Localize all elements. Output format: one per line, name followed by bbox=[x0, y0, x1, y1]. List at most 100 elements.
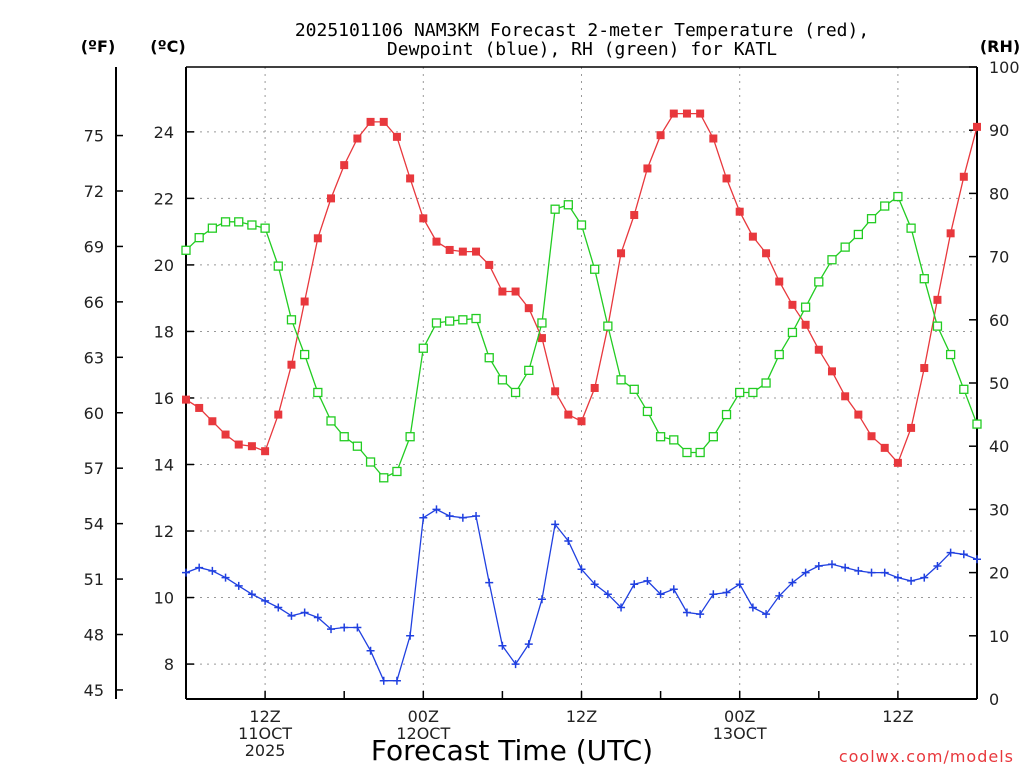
chart-title-line-1: 2025101106 NAM3KM Forecast 2-meter Tempe… bbox=[295, 20, 869, 41]
dewpoint-point-56 bbox=[920, 573, 929, 582]
dewpoint-point-51 bbox=[854, 566, 863, 575]
fahrenheit-tick-label-54: 54 bbox=[84, 515, 104, 534]
temperature-point-11 bbox=[327, 194, 336, 203]
temperature-point-24 bbox=[498, 287, 507, 296]
temperature-point-60 bbox=[973, 122, 981, 131]
x-axis-label: Forecast Time (UTC) bbox=[371, 734, 653, 767]
fahrenheit-tick-label-45: 45 bbox=[84, 681, 104, 700]
temperature-point-55 bbox=[907, 423, 916, 432]
temperature-point-33 bbox=[617, 249, 626, 258]
dewpoint-point-39 bbox=[696, 610, 705, 619]
rh-point-57 bbox=[932, 321, 943, 331]
dewpoint-point-0 bbox=[182, 568, 190, 577]
dewpoint-point-19 bbox=[432, 505, 441, 514]
temperature-point-36 bbox=[656, 131, 665, 140]
dewpoint-point-16 bbox=[392, 676, 401, 685]
fahrenheit-tick-label-60: 60 bbox=[84, 404, 104, 423]
temperature-point-27 bbox=[537, 334, 546, 343]
dewpoint-point-25 bbox=[511, 660, 520, 669]
rh-tick-label-0: 0 bbox=[989, 690, 999, 709]
rh-point-39 bbox=[695, 447, 705, 458]
rh-point-10 bbox=[313, 387, 323, 398]
temperature-point-48 bbox=[814, 345, 823, 354]
rh-tick-label-20: 20 bbox=[989, 564, 1009, 583]
dewpoint-point-23 bbox=[485, 578, 494, 587]
rh-point-41 bbox=[721, 409, 732, 420]
rh-tick-label-80: 80 bbox=[989, 184, 1009, 203]
dewpoint-point-5 bbox=[247, 590, 256, 599]
dewpoint-point-60 bbox=[973, 555, 981, 564]
plot-frame bbox=[115, 66, 978, 700]
rh-point-7 bbox=[273, 261, 283, 271]
temperature-point-41 bbox=[722, 174, 731, 183]
rh-point-5 bbox=[247, 220, 257, 230]
rh-tick-label-100: 100 bbox=[989, 58, 1020, 77]
temperature-point-18 bbox=[419, 214, 428, 223]
temperature-point-45 bbox=[775, 277, 784, 286]
rh-point-43 bbox=[748, 387, 758, 398]
rh-tick-label-10: 10 bbox=[989, 627, 1009, 646]
rh-tick-label-70: 70 bbox=[989, 248, 1009, 267]
rh-point-6 bbox=[260, 223, 270, 233]
axes: 8 10 12 14 16 18 20 22 24 45 48 51 54 57 60 63 66 69 72 75 0… bbox=[84, 58, 1020, 760]
rh-tick-label-60: 60 bbox=[989, 311, 1009, 330]
dewpoint-point-8 bbox=[287, 611, 296, 620]
dewpoint-point-13 bbox=[353, 623, 362, 632]
dewpoint-point-43 bbox=[748, 603, 757, 612]
temperature-point-51 bbox=[854, 410, 863, 419]
dewpoint-point-3 bbox=[221, 573, 230, 582]
dewpoint-point-27 bbox=[537, 595, 546, 604]
temperature-point-0 bbox=[182, 395, 190, 404]
rh-point-11 bbox=[326, 416, 336, 426]
dewpoint-point-6 bbox=[261, 596, 270, 605]
rh-point-53 bbox=[880, 201, 890, 211]
celsius-tick-label-22: 22 bbox=[154, 189, 174, 208]
temperature-point-52 bbox=[867, 432, 876, 441]
rh-point-22 bbox=[471, 313, 481, 324]
temperature-point-21 bbox=[458, 247, 467, 256]
x-tick-label-3-1: 13OCT bbox=[713, 724, 767, 743]
temperature-point-9 bbox=[300, 297, 309, 306]
dewpoint-point-31 bbox=[590, 580, 599, 589]
dewpoint-point-10 bbox=[313, 613, 322, 622]
rh-point-1 bbox=[194, 232, 204, 243]
rh-point-35 bbox=[642, 406, 653, 417]
dewpoint-point-12 bbox=[340, 623, 349, 632]
rh-point-31 bbox=[590, 264, 600, 274]
temperature-point-7 bbox=[274, 410, 283, 419]
temperature-point-44 bbox=[762, 249, 771, 258]
rh-point-48 bbox=[814, 277, 824, 287]
temperature-point-35 bbox=[643, 164, 652, 173]
rh-point-3 bbox=[220, 217, 231, 227]
temperature-point-34 bbox=[630, 211, 639, 220]
dewpoint-point-38 bbox=[682, 608, 691, 617]
rh-point-58 bbox=[945, 349, 956, 360]
rh-point-28 bbox=[550, 204, 560, 214]
fahrenheit-tick-label-75: 75 bbox=[84, 127, 104, 146]
dewpoint-point-1 bbox=[195, 563, 204, 572]
rh-point-37 bbox=[669, 435, 679, 445]
x-tick-label-3-0: 00Z bbox=[724, 707, 755, 726]
dewpoint-point-34 bbox=[630, 580, 639, 589]
temperature-point-4 bbox=[234, 440, 243, 449]
temperature-point-2 bbox=[208, 417, 217, 426]
rh-point-18 bbox=[418, 343, 428, 353]
temperature-point-38 bbox=[682, 109, 691, 118]
temperature-point-3 bbox=[221, 430, 230, 439]
rh-point-50 bbox=[840, 242, 850, 252]
celsius-tick-label-24: 24 bbox=[154, 123, 174, 142]
temperature-point-39 bbox=[696, 109, 705, 118]
rh-point-29 bbox=[563, 200, 573, 210]
fahrenheit-tick-label-63: 63 bbox=[84, 348, 104, 367]
temperature-point-17 bbox=[406, 174, 415, 183]
dewpoint-point-55 bbox=[907, 576, 916, 585]
dewpoint-point-17 bbox=[406, 631, 415, 640]
dewpoint-point-42 bbox=[735, 580, 744, 589]
temperature-point-8 bbox=[287, 360, 296, 369]
rh-point-26 bbox=[524, 365, 534, 376]
dewpoint-point-53 bbox=[880, 568, 889, 577]
temperature-point-29 bbox=[564, 410, 573, 419]
dewpoint-point-57 bbox=[933, 561, 942, 570]
rh-point-17 bbox=[405, 432, 415, 442]
